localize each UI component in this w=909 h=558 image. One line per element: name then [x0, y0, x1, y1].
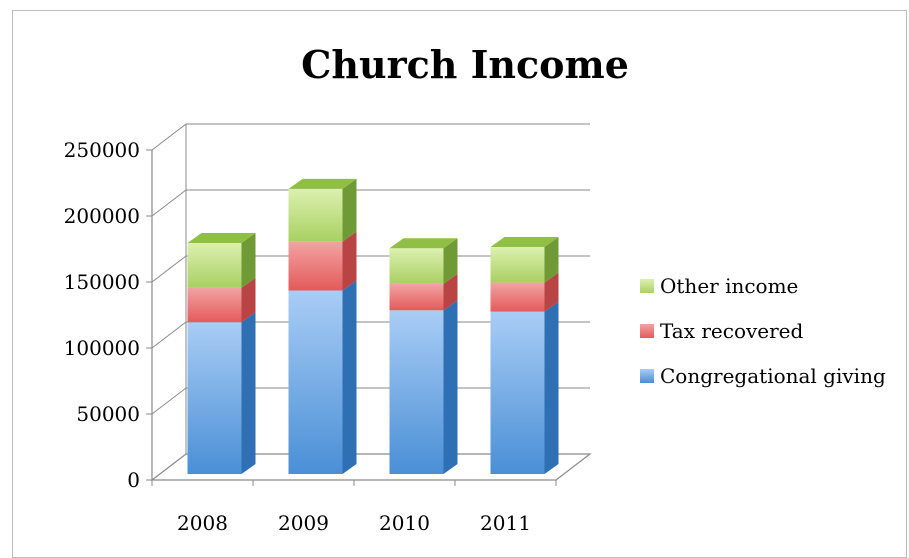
bar-side	[241, 233, 256, 288]
bar-stack-2010	[389, 238, 458, 474]
legend-label: Congregational giving	[660, 364, 886, 388]
bar-segment	[490, 246, 545, 283]
y-axis-ticks: 0 50000 100000 150000 200000 250000	[64, 138, 152, 492]
chart-frame	[12, 10, 907, 558]
bar-side	[443, 300, 458, 474]
chart-title: Church Income	[301, 42, 629, 87]
y-tick-label: 0	[127, 468, 140, 492]
bar-side	[342, 280, 357, 474]
bar-side	[241, 312, 256, 474]
bar-side	[544, 272, 559, 312]
y-tick-label: 50000	[76, 402, 140, 426]
legend-label: Tax recovered	[660, 319, 804, 343]
bar-top	[288, 178, 357, 189]
bar-segment	[389, 248, 444, 284]
bar-segment	[187, 243, 242, 288]
bar-top	[490, 236, 559, 247]
bar-segment	[187, 322, 242, 474]
bar-stack-2009	[288, 178, 357, 474]
bar-segment	[288, 241, 343, 291]
bar-segment	[187, 287, 242, 323]
gridline-diagonal	[151, 387, 187, 415]
y-tick-label: 250000	[64, 138, 140, 162]
x-tick-label: 2011	[480, 511, 531, 535]
legend: Other income Tax recovered Congregational …	[640, 274, 886, 388]
legend-swatch	[640, 369, 654, 383]
floor	[150, 453, 592, 481]
bar-segment	[490, 311, 545, 474]
bar-side	[342, 231, 357, 291]
gridline-diagonal	[151, 321, 187, 349]
legend-swatch	[640, 324, 654, 338]
bar-stack-2008	[187, 233, 256, 474]
legend-label: Other income	[660, 274, 798, 298]
bar-segment	[490, 282, 545, 312]
bar-segment	[288, 188, 343, 242]
x-tick-label: 2010	[379, 511, 430, 535]
bar-side	[342, 178, 357, 242]
bar-side	[544, 236, 559, 283]
bar-side	[443, 238, 458, 284]
bar-top	[389, 238, 458, 249]
bar-segment	[389, 310, 444, 474]
bar-side	[241, 277, 256, 323]
legend-swatch	[640, 279, 654, 293]
x-axis-ticks: 2008 2009 2010 2011	[151, 480, 557, 535]
x-tick-label: 2009	[278, 511, 329, 535]
bar-segment	[288, 290, 343, 474]
y-tick-label: 150000	[64, 270, 140, 294]
plot-area	[150, 124, 592, 481]
bar-side	[443, 273, 458, 311]
y-tick-label: 200000	[64, 204, 140, 228]
bar-side	[544, 301, 559, 474]
y-tick-label: 100000	[64, 336, 140, 360]
x-tick-label: 2008	[177, 511, 228, 535]
gridline-diagonal	[151, 123, 187, 151]
bar-stack-2011	[490, 236, 559, 474]
bar-top	[187, 233, 256, 243]
bars	[187, 178, 559, 474]
gridline-diagonal	[151, 189, 187, 217]
gridline-diagonal	[151, 255, 187, 283]
bar-segment	[389, 283, 444, 311]
